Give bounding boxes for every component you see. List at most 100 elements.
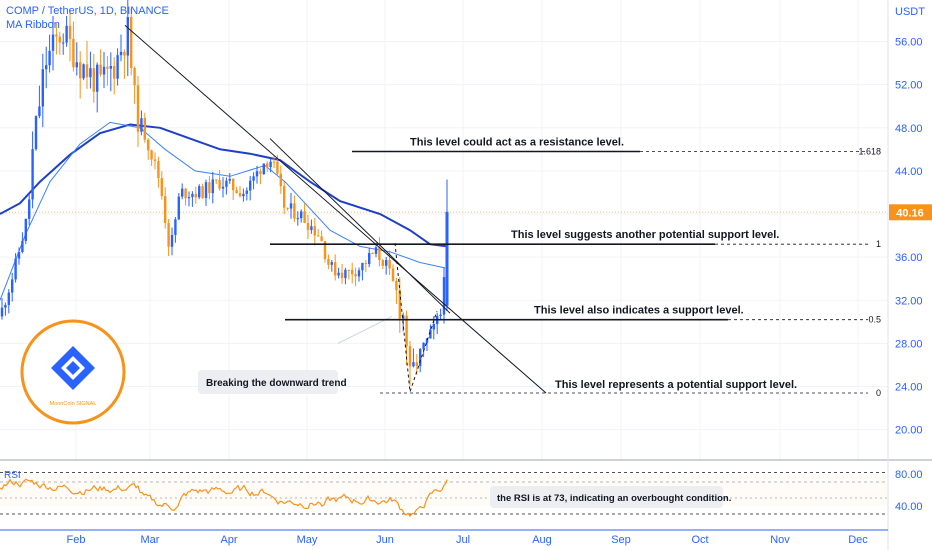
candle-body bbox=[330, 262, 333, 265]
logo-dot bbox=[52, 364, 60, 372]
candle-body bbox=[272, 161, 276, 163]
callout-pointer bbox=[337, 315, 393, 344]
candle-body bbox=[208, 182, 211, 194]
candle-body bbox=[123, 51, 126, 56]
candle-body bbox=[357, 270, 361, 277]
y-tick-label: 28.00 bbox=[895, 338, 923, 350]
candle-body bbox=[378, 247, 381, 261]
candle-body bbox=[225, 180, 228, 187]
candle-body bbox=[344, 269, 347, 279]
y-tick-label: 24.00 bbox=[895, 382, 923, 394]
candle-body bbox=[422, 342, 425, 350]
candle-body bbox=[408, 346, 412, 367]
symbol-title[interactable]: COMP / TetherUS, 1D, BINANCE bbox=[6, 5, 169, 17]
rsi-band bbox=[0, 474, 888, 506]
y-tick-label: 48.00 bbox=[895, 123, 923, 135]
candle-body bbox=[327, 259, 330, 265]
candle-body bbox=[249, 180, 252, 191]
candle-body bbox=[58, 36, 61, 43]
candle-body bbox=[65, 25, 68, 43]
rsi-title: RSI bbox=[4, 470, 21, 481]
callout-text: Breaking the downward trend bbox=[206, 378, 347, 389]
candle-body bbox=[340, 272, 344, 279]
candle-body bbox=[347, 269, 350, 271]
candle-body bbox=[130, 17, 133, 69]
candle-body bbox=[204, 182, 208, 198]
candles bbox=[0, 0, 449, 386]
logo: MonoCoin SIGNAL bbox=[20, 319, 126, 425]
candle-body bbox=[184, 188, 187, 199]
candle-body bbox=[429, 329, 432, 339]
candle-body bbox=[85, 64, 89, 78]
candle-body bbox=[228, 178, 231, 181]
x-tick-label: Feb bbox=[67, 534, 86, 546]
fib-level-label: 1 bbox=[876, 239, 881, 249]
rsi-callout-text: the RSI is at 73, indicating an overboug… bbox=[497, 493, 731, 504]
candle-body bbox=[398, 290, 401, 319]
y-tick-label: 32.00 bbox=[895, 295, 923, 307]
logo-text: MonoCoin SIGNAL bbox=[50, 401, 97, 407]
grid bbox=[0, 0, 932, 461]
candle-body bbox=[303, 211, 306, 224]
candle-body bbox=[160, 178, 163, 197]
current-price-value: 40.16 bbox=[896, 207, 924, 219]
candle-body bbox=[11, 279, 14, 293]
candle-body bbox=[235, 190, 238, 193]
candle-body bbox=[289, 203, 293, 209]
candle-body bbox=[174, 219, 177, 235]
candle-body bbox=[0, 307, 4, 317]
candle-body bbox=[391, 268, 395, 281]
candle-body bbox=[262, 163, 265, 175]
candle-body bbox=[242, 193, 245, 197]
x-tick-label: Oct bbox=[691, 534, 708, 546]
logo-diamond-core bbox=[66, 361, 80, 375]
candle-body bbox=[79, 62, 82, 79]
candle-body bbox=[337, 272, 340, 276]
downtrend-line bbox=[124, 24, 547, 394]
rsi-callout-box bbox=[490, 486, 723, 508]
logo-dot bbox=[86, 364, 94, 372]
candle-body bbox=[7, 292, 10, 305]
y-tick-label: 36.00 bbox=[895, 252, 923, 264]
candle-body bbox=[126, 17, 129, 56]
fib-level-label: 0.5 bbox=[868, 315, 881, 325]
candle-body bbox=[113, 65, 116, 79]
candle-body bbox=[255, 171, 259, 177]
y-axis-unit: USDT bbox=[895, 6, 925, 18]
candle-body bbox=[191, 193, 194, 198]
callout-box bbox=[198, 370, 338, 394]
ma-slow-line bbox=[0, 123, 448, 248]
candle-body bbox=[310, 226, 313, 231]
level-annotation: This level suggests another potential su… bbox=[511, 229, 779, 241]
candle-body bbox=[313, 226, 316, 236]
candle-body bbox=[201, 186, 204, 198]
rsi-line bbox=[0, 478, 448, 518]
candle-body bbox=[317, 235, 320, 237]
candle-body bbox=[147, 139, 150, 151]
candle-body bbox=[432, 324, 435, 330]
candle-body bbox=[371, 253, 374, 255]
y-tick-label: 52.00 bbox=[895, 80, 923, 92]
candle-body bbox=[106, 66, 109, 69]
candle-body bbox=[109, 65, 112, 69]
candle-body bbox=[153, 159, 157, 162]
candle-body bbox=[215, 179, 218, 181]
candle-body bbox=[296, 218, 299, 220]
y-tick-label: 20.00 bbox=[895, 425, 923, 437]
candle-body bbox=[232, 178, 235, 191]
x-tick-label: Nov bbox=[770, 534, 790, 546]
rsi-panel: RSI the RSI is at 73, indicating an overb… bbox=[0, 470, 888, 518]
candle-body bbox=[259, 171, 262, 175]
candle-body bbox=[75, 62, 78, 68]
candle-body bbox=[24, 218, 27, 241]
candle-body bbox=[4, 304, 7, 308]
candle-body bbox=[17, 252, 21, 259]
candle-body bbox=[89, 68, 92, 78]
candle-body bbox=[164, 196, 167, 224]
candle-body bbox=[374, 247, 378, 254]
candle-body bbox=[51, 34, 55, 51]
indicator-label[interactable]: MA Ribbon bbox=[6, 19, 60, 31]
candle-body bbox=[442, 277, 446, 315]
candle-body bbox=[48, 50, 51, 66]
